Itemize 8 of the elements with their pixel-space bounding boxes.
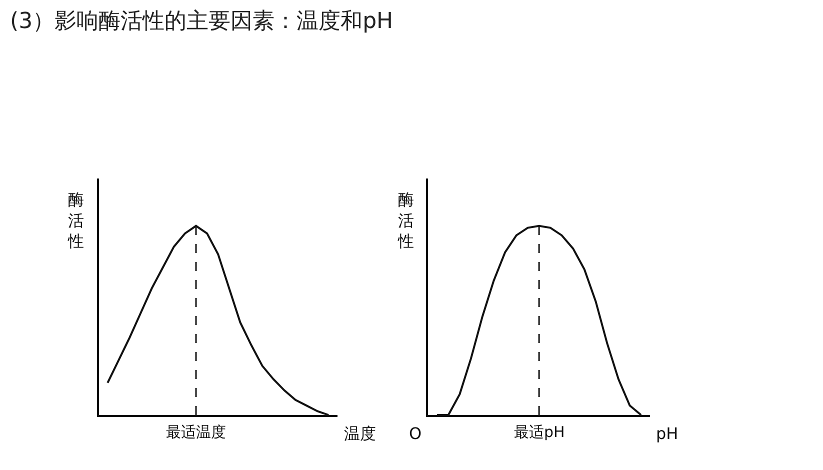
text: 最适pH xyxy=(514,423,565,441)
x-axis-title: 温度 xyxy=(344,424,376,443)
x-axis-title: pH xyxy=(656,424,678,443)
text: 最适温度 xyxy=(166,423,226,441)
y-axis-title: 酶活性 xyxy=(67,190,84,251)
chart-title: (3）影响酶活性的主要因素：温度和pH xyxy=(10,9,394,34)
y-axis-title: 酶活性 xyxy=(397,190,414,251)
text: O xyxy=(409,424,422,443)
